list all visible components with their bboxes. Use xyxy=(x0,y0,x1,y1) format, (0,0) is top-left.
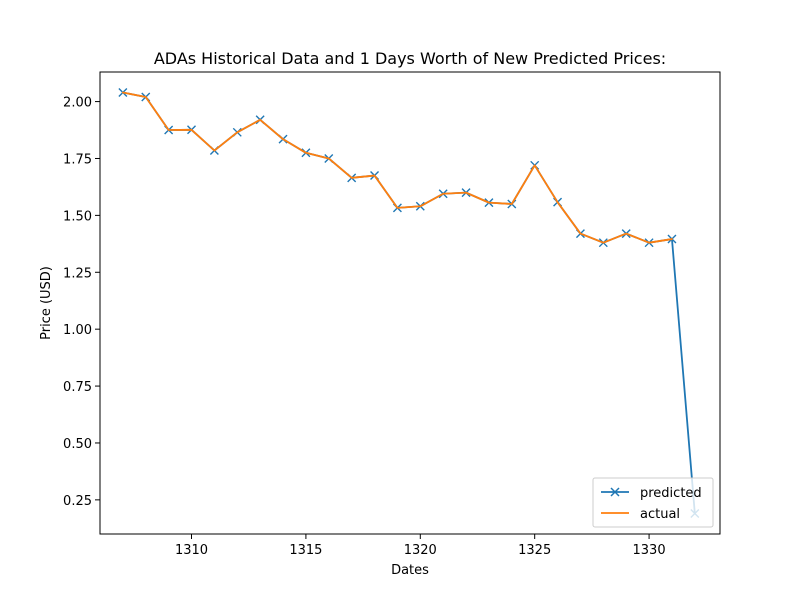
legend-actual-label: actual xyxy=(640,507,680,522)
legend: predicted actual xyxy=(592,477,714,528)
plot-frame xyxy=(99,71,721,535)
y-tick-label: 1.50 xyxy=(63,209,92,224)
x-tick-label: 1320 xyxy=(404,543,437,558)
x-tick-label: 1310 xyxy=(175,543,208,558)
y-tick-label: 2.00 xyxy=(63,96,92,111)
legend-predicted-marker xyxy=(610,487,620,497)
x-tick-label: 1330 xyxy=(633,543,666,558)
x-axis-title: Dates xyxy=(391,563,429,578)
y-tick-label: 1.00 xyxy=(63,323,92,338)
y-tick-label: 1.25 xyxy=(63,266,92,281)
x-tick-label: 1325 xyxy=(518,543,551,558)
plot-area xyxy=(99,71,721,535)
series-layer xyxy=(118,87,700,519)
y-tick-label: 0.50 xyxy=(63,437,92,452)
y-tick-label: 0.25 xyxy=(63,494,92,509)
y-axis-title: Price (USD) xyxy=(39,266,54,340)
chart-title: ADAs Historical Data and 1 Days Worth of… xyxy=(154,49,666,68)
y-axis-ticks: 0.25 0.50 0.75 1.00 1.25 1.50 1.75 2.00 xyxy=(63,96,100,509)
y-tick-label: 0.75 xyxy=(63,380,92,395)
legend-predicted-label: predicted xyxy=(640,486,702,501)
legend-box xyxy=(592,477,714,528)
actual-series-line xyxy=(121,91,673,244)
y-tick-label: 1.75 xyxy=(63,152,92,167)
x-tick-label: 1315 xyxy=(289,543,322,558)
x-axis-ticks: 1310 1315 1320 1325 1330 xyxy=(175,534,666,558)
